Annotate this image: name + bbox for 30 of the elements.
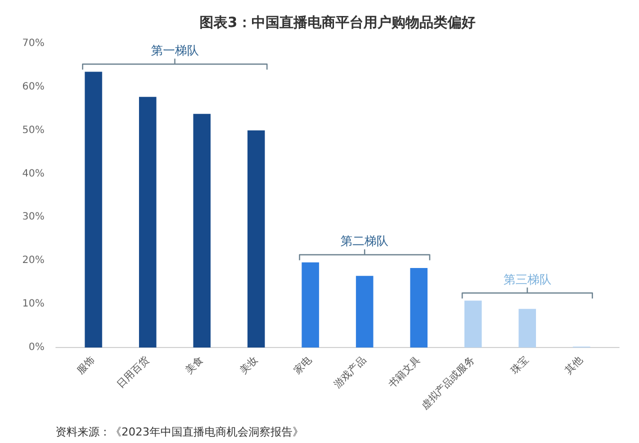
annotation: 第一梯队 <box>150 43 199 58</box>
bar <box>84 72 102 348</box>
x-tick-label: 家电 <box>292 354 314 377</box>
x-tick-label: 游戏产品 <box>332 354 369 391</box>
y-tick-label: 20% <box>22 255 45 266</box>
x-tick-label: 美食 <box>183 354 206 377</box>
bar <box>193 114 211 348</box>
annotation: 第二梯队 <box>340 234 389 248</box>
bar <box>464 300 482 348</box>
text: 资料来源：《2023年中国直播电商机会洞察报告》 <box>56 426 304 438</box>
y-tick-label: 50% <box>22 124 45 136</box>
bar <box>518 308 536 348</box>
chart-title: 图表3：中国直播电商平台用户购物品类偏好 <box>200 14 476 31</box>
y-tick-label: 70% <box>22 38 45 49</box>
bar <box>247 130 265 348</box>
x-tick-label: 美妆 <box>237 354 260 377</box>
y-tick-label: 10% <box>22 298 45 310</box>
bar <box>356 276 374 348</box>
y-tick-label: 0% <box>28 342 45 353</box>
annotation: 第三梯队 <box>503 272 552 286</box>
bar <box>139 96 156 348</box>
x-tick-label: 其他 <box>562 354 586 377</box>
bar <box>410 268 428 348</box>
y-tick-label: 30% <box>22 212 45 223</box>
y-tick-label: 40% <box>22 168 45 180</box>
y-tick-label: 60% <box>22 81 45 92</box>
x-tick-label: 日用百货 <box>114 354 152 391</box>
x-tick-label: 珠宝 <box>508 354 532 377</box>
bar <box>302 262 320 348</box>
x-tick-label: 服饰 <box>74 354 98 377</box>
